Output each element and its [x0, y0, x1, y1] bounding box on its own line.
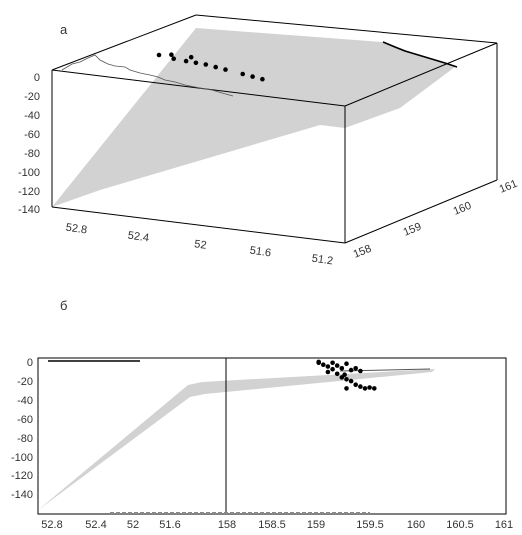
panel-b-point-8	[325, 369, 331, 375]
panel-b-point-3	[330, 360, 335, 366]
panel-b-point-12	[348, 378, 354, 384]
z-tick-7: -140	[18, 204, 40, 216]
lon-tick-2: 160	[452, 200, 474, 218]
y-tick-3: -60	[17, 414, 33, 426]
lon-tick-b-4: 160	[407, 519, 425, 531]
panel-b-x-axis: 52.8 52.4 52 51.6 158 158.5 159 159.5 16…	[41, 519, 513, 531]
panel-a-point-5	[223, 67, 228, 72]
lat-tick-3: 51.6	[249, 245, 272, 260]
panel-b-point-9	[334, 371, 340, 377]
panel-b-point-1	[321, 362, 326, 368]
panel-a-point-2	[193, 60, 199, 66]
panel-b: б 0 -20 -40 -60 -80 -100 -120 -140 52.8 …	[11, 298, 513, 531]
panel-b-point-5	[339, 366, 345, 371]
y-tick-1: -20	[17, 376, 33, 388]
lat-tick-b-1: 52.4	[85, 519, 106, 531]
lon-tick-b-2: 159	[307, 519, 325, 531]
z-tick-2: -40	[24, 110, 40, 122]
panel-b-coastline-right	[339, 368, 431, 372]
panel-b-point-23	[342, 372, 347, 378]
panel-b-point-13	[353, 382, 359, 388]
z-tick-0: 0	[34, 72, 40, 84]
panel-b-point-19	[353, 366, 359, 371]
panel-a-lon-axis: 158 159 160 161	[352, 178, 520, 261]
panel-a-point-0	[171, 56, 176, 61]
lat-tick-0: 52.8	[65, 222, 88, 237]
panel-a-point-7	[169, 52, 174, 57]
panel-a: а 0 -20 -40 -60 -80 -100 -120	[18, 14, 520, 268]
panel-b-points	[316, 359, 377, 391]
z-tick-1: -20	[24, 91, 40, 103]
z-tick-3: -60	[24, 129, 40, 141]
lon-tick-b-6: 161	[495, 519, 513, 531]
lon-tick-b-3: 159.5	[356, 519, 384, 531]
panel-b-point-18	[344, 386, 349, 391]
panel-a-lat-axis: 52.8 52.4 52 51.6 51.2	[65, 222, 334, 268]
panel-b-point-15	[362, 386, 368, 391]
panel-b-point-2	[325, 364, 331, 369]
lat-tick-4: 51.2	[311, 253, 334, 268]
y-tick-4: -80	[17, 433, 33, 445]
y-tick-6: -120	[11, 470, 33, 482]
lat-tick-b-2: 52	[127, 519, 139, 531]
panel-a-point-4	[213, 64, 218, 70]
y-tick-0: 0	[27, 357, 33, 369]
panel-b-point-20	[358, 368, 363, 374]
lat-tick-b-3: 51.6	[159, 519, 180, 531]
lon-tick-b-1: 158.5	[258, 519, 286, 531]
lon-tick-b-5: 160.5	[446, 519, 474, 531]
y-tick-2: -40	[17, 395, 33, 407]
panel-a-point-9	[250, 74, 255, 79]
panel-b-point-17	[372, 386, 377, 391]
y-tick-5: -100	[11, 452, 33, 464]
panel-b-point-14	[358, 384, 363, 389]
panel-b-point-22	[330, 366, 335, 372]
panel-b-point-6	[344, 361, 349, 367]
panel-a-coastline-left	[61, 54, 234, 97]
panel-a-point-10	[260, 76, 265, 82]
lon-tick-1: 159	[402, 221, 424, 239]
panel-b-point-4	[334, 363, 340, 368]
panel-a-point-8	[240, 71, 245, 77]
panel-b-point-7	[348, 367, 354, 373]
panel-b-label: б	[60, 298, 67, 313]
lat-tick-b-0: 52.8	[41, 519, 62, 531]
panel-a-label: а	[60, 22, 68, 37]
panel-a-point-6	[188, 54, 194, 60]
lon-tick-b-0: 158	[218, 519, 236, 531]
panel-a-box	[51, 14, 498, 244]
panel-a-coastline-right	[382, 41, 458, 68]
z-tick-5: -100	[18, 167, 40, 179]
panel-a-surface	[52, 28, 455, 207]
panel-b-point-16	[367, 385, 372, 390]
lat-tick-2: 52	[194, 238, 208, 252]
panel-a-z-axis: 0 -20 -40 -60 -80 -100 -120 -140	[18, 72, 40, 216]
panel-b-point-11	[344, 377, 349, 382]
lon-tick-0: 158	[352, 243, 374, 261]
panel-b-point-21	[316, 359, 322, 365]
z-tick-4: -80	[24, 148, 40, 160]
panel-a-points	[156, 52, 265, 82]
panel-a-point-11	[156, 52, 162, 58]
panel-b-y-axis: 0 -20 -40 -60 -80 -100 -120 -140	[11, 357, 33, 501]
panel-a-point-1	[183, 58, 189, 64]
lat-tick-1: 52.4	[127, 230, 150, 245]
panel-a-point-3	[203, 62, 209, 67]
lon-tick-3: 161	[498, 178, 520, 196]
y-tick-7: -140	[11, 489, 33, 501]
z-tick-6: -120	[18, 186, 40, 198]
